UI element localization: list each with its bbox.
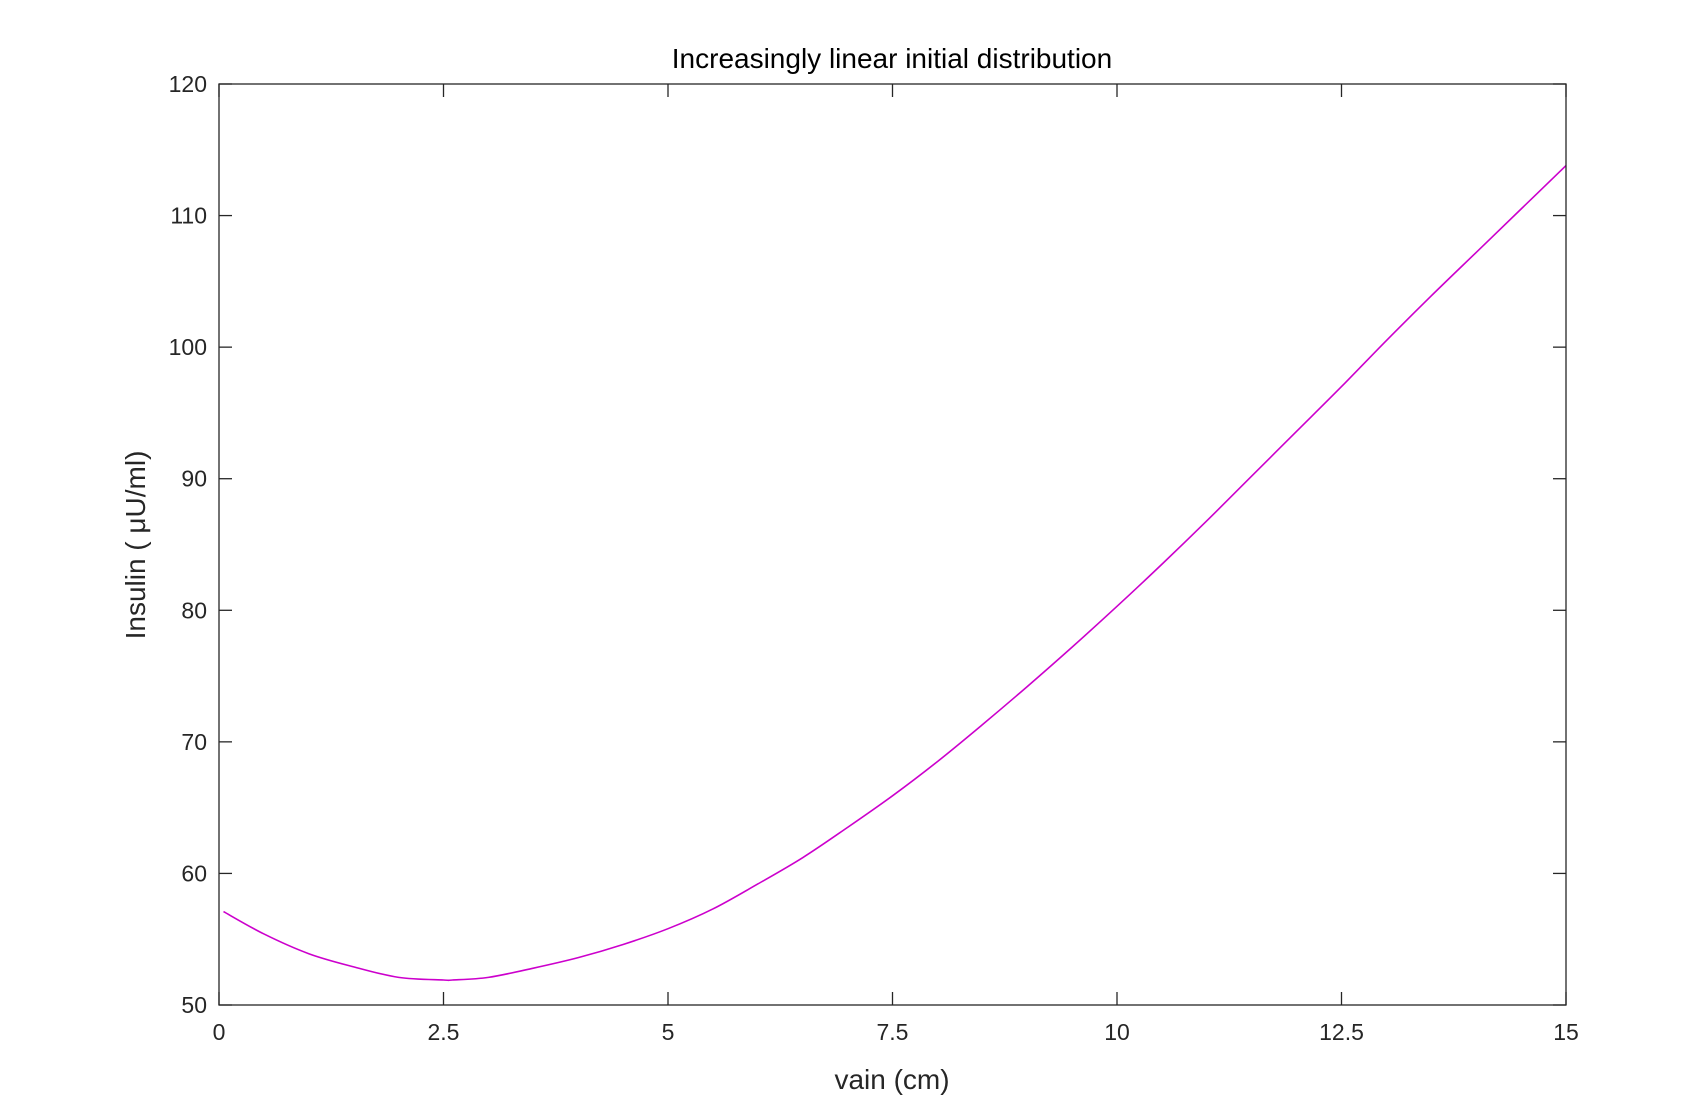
x-tick-label: 12.5: [1319, 1019, 1364, 1045]
axes-box: [218, 83, 1567, 1006]
y-tick-label: 80: [181, 597, 207, 623]
series-line: [223, 164, 1567, 982]
y-tick-label: 120: [169, 71, 207, 97]
chart-title: Increasingly linear initial distribution: [672, 43, 1112, 74]
tick-labels: 0 2.5 5 7.5 10 12.5 15 50 60 70 80 90 100 110 120: [169, 71, 1579, 1045]
y-tick-label: 110: [170, 203, 207, 229]
y-tick-label: 90: [181, 466, 207, 492]
plot-area: [219, 84, 1566, 1005]
x-tick-label: 15: [1553, 1019, 1579, 1045]
y-tick-label: 70: [181, 729, 207, 755]
x-tick-label: 0: [213, 1019, 226, 1045]
x-tick-label: 2.5: [428, 1019, 460, 1045]
x-tick-label: 10: [1104, 1019, 1130, 1045]
y-axis-label: Insulin ( μU/ml): [120, 451, 151, 640]
x-tick-label: 5: [662, 1019, 675, 1045]
x-tick-label: 7.5: [877, 1019, 909, 1045]
y-tick-label: 50: [181, 992, 207, 1018]
y-tick-label: 100: [169, 334, 207, 360]
x-axis-label: vain (cm): [834, 1064, 949, 1095]
y-tick-label: 60: [181, 860, 207, 886]
